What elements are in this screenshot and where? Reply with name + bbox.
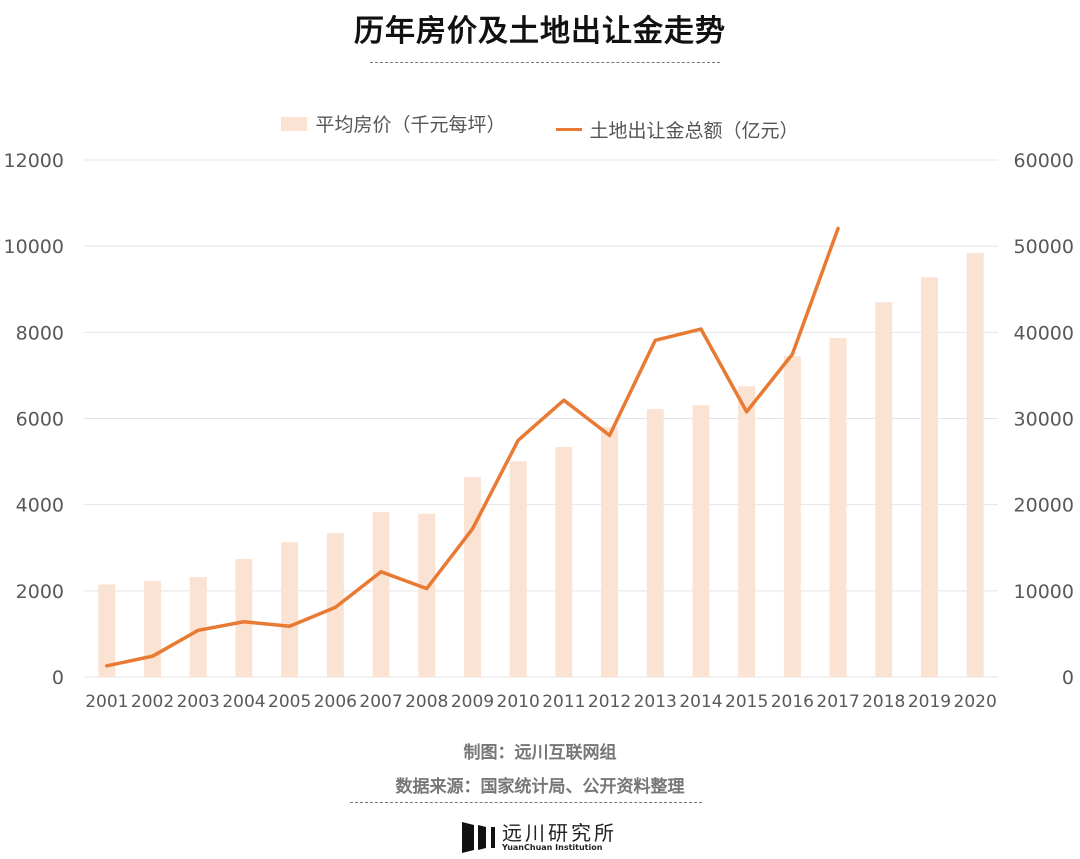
bar xyxy=(189,577,207,677)
legend: 平均房价（千元每坪） 土地出让金总额（亿元） xyxy=(0,110,1080,143)
x-tick-label: 2005 xyxy=(268,692,311,712)
bar xyxy=(692,405,710,677)
legend-bar-swatch xyxy=(281,116,308,131)
credit-source: 数据来源：国家统计局、公开资料整理 xyxy=(395,777,685,797)
x-tick-label: 2002 xyxy=(131,692,174,712)
y-right-tick-label: 50000 xyxy=(1014,236,1074,258)
legend-line-swatch xyxy=(555,127,582,131)
y-right-tick-label: 0 xyxy=(1062,667,1074,689)
x-tick-label: 2015 xyxy=(725,692,768,712)
x-tick-label: 2012 xyxy=(588,692,631,712)
x-tick-label: 2004 xyxy=(222,692,265,712)
legend-item-line: 土地出让金总额（亿元） xyxy=(555,116,799,143)
legend-item-bar: 平均房价（千元每坪） xyxy=(281,110,505,137)
y-left-tick-label: 8000 xyxy=(16,322,64,344)
y-left-tick-label: 12000 xyxy=(4,150,64,172)
bar xyxy=(646,409,664,677)
bar xyxy=(235,558,253,677)
x-tick-label: 2011 xyxy=(542,692,585,712)
bar xyxy=(920,277,938,677)
y-right-tick-label: 30000 xyxy=(1014,409,1074,431)
bar xyxy=(829,337,847,677)
x-tick-label: 2003 xyxy=(177,692,220,712)
bar xyxy=(326,533,344,677)
bar xyxy=(372,511,390,677)
bar xyxy=(601,427,619,677)
x-tick-label: 2020 xyxy=(954,692,997,712)
logo: 远川研究所 YuanChuan Institution xyxy=(462,820,617,854)
x-tick-label: 2006 xyxy=(314,692,357,712)
bar xyxy=(509,461,527,677)
legend-bar-label: 平均房价（千元每坪） xyxy=(315,114,506,136)
x-tick-label: 2009 xyxy=(451,692,494,712)
credit-maker: 制图：远川互联网组 xyxy=(463,743,617,763)
y-left-tick-label: 10000 xyxy=(4,236,64,258)
x-tick-label: 2019 xyxy=(908,692,951,712)
bar xyxy=(738,386,756,677)
bar xyxy=(555,446,573,677)
y-left-tick-label: 6000 xyxy=(16,409,64,431)
x-tick-label: 2010 xyxy=(497,692,540,712)
bar xyxy=(281,542,299,677)
logo-en: YuanChuan Institution xyxy=(502,842,603,852)
chart-title: 历年房价及土地出让金走势 xyxy=(354,14,726,49)
y-left-tick-label: 2000 xyxy=(16,581,64,603)
y-right-tick-label: 60000 xyxy=(1014,150,1074,172)
bar xyxy=(463,477,481,677)
chart-plot: 0 0 2000 10000 4000 20000 6000 30000 8000 40000 10… xyxy=(4,150,1074,712)
x-tick-label: 2016 xyxy=(771,692,814,712)
bar xyxy=(144,580,162,677)
bar xyxy=(418,513,436,677)
bar xyxy=(966,253,984,677)
x-tick-label: 2017 xyxy=(816,692,859,712)
bar xyxy=(783,356,801,677)
x-tick-label: 2001 xyxy=(85,692,128,712)
x-tick-label: 2007 xyxy=(359,692,402,712)
logo-cn: 远川研究所 xyxy=(502,820,617,845)
logo-mark-icon xyxy=(462,822,495,853)
y-right-tick-label: 20000 xyxy=(1014,495,1074,517)
y-right-tick-label: 40000 xyxy=(1014,322,1074,344)
x-tick-label: 2018 xyxy=(862,692,905,712)
credit-divider xyxy=(350,802,702,803)
bar xyxy=(98,584,116,677)
bar xyxy=(875,302,893,677)
y-left-tick-label: 4000 xyxy=(16,495,64,517)
x-tick-label: 2008 xyxy=(405,692,448,712)
legend-line-label: 土地出让金总额（亿元） xyxy=(589,119,799,142)
title-divider xyxy=(370,62,720,63)
y-right-tick-label: 10000 xyxy=(1014,581,1074,603)
x-tick-label: 2013 xyxy=(634,692,677,712)
x-tick-label: 2014 xyxy=(679,692,722,712)
y-left-tick-label: 0 xyxy=(52,667,64,689)
